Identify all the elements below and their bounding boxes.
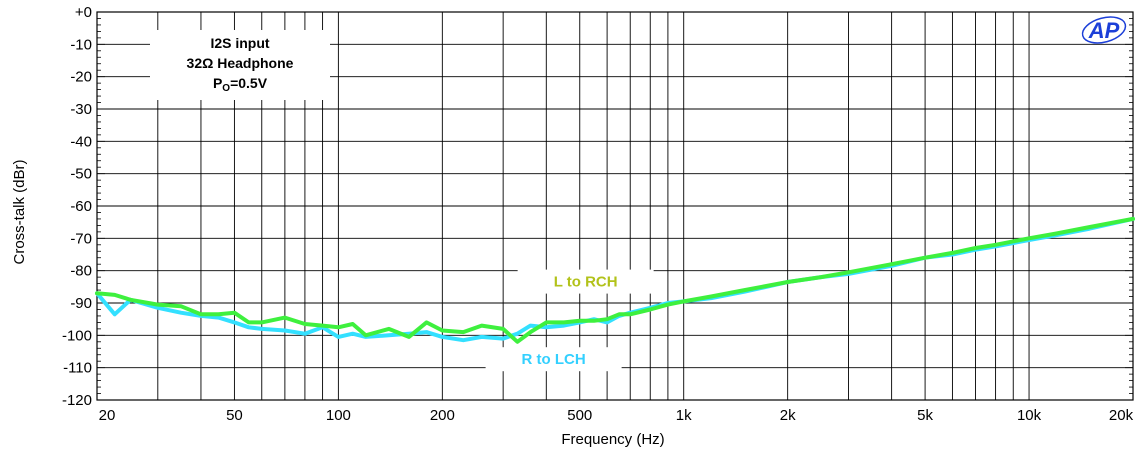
- series-label-layer: R to LCH L to RCH: [485, 269, 654, 372]
- y-tick-label: -30: [70, 101, 92, 118]
- y-tick-label: -100: [62, 327, 92, 344]
- annotation-subscript: O: [222, 83, 230, 94]
- series-label-bg: [485, 347, 622, 372]
- y-tick-labels: +0 -10 -20 -30 -40 -50 -60 -70 -80 -90 -100 -110 -12…: [62, 4, 92, 409]
- plot-frame: [96, 11, 1134, 401]
- y-tick-label: -110: [63, 360, 92, 377]
- annotation-line-1: I2S input: [210, 35, 269, 51]
- series-label: L to RCH: [554, 274, 618, 291]
- x-tick-label: 2k: [780, 407, 796, 424]
- annotation-p: P: [213, 75, 222, 91]
- x-tick-label: 50: [226, 407, 243, 424]
- x-tick-label: 20k: [1109, 407, 1134, 424]
- series-layer: [95, 216, 1135, 344]
- x-tick-label: 20: [99, 407, 116, 424]
- y-tick-label: -120: [62, 392, 92, 409]
- annotation-rest: =0.5V: [230, 75, 268, 91]
- y-tick-label: -60: [70, 198, 92, 215]
- y-tick-label: -40: [70, 133, 92, 150]
- x-tick-label: 10k: [1017, 407, 1042, 424]
- x-tick-label: 200: [430, 407, 455, 424]
- logo-text: AP: [1088, 18, 1120, 43]
- y-tick-label: -20: [70, 69, 92, 86]
- x-axis-title: Frequency (Hz): [561, 431, 664, 448]
- y-tick-label: -10: [70, 36, 92, 53]
- annotation-line-2: 32Ω Headphone: [187, 55, 294, 71]
- y-tick-label: -80: [70, 263, 92, 280]
- x-tick-label: 100: [326, 407, 351, 424]
- y-tick-label: -70: [70, 230, 92, 247]
- annotation-line-3: PO=0.5V: [213, 75, 268, 94]
- y-tick-label: +0: [75, 4, 92, 21]
- x-tick-label: 1k: [676, 407, 692, 424]
- y-axis-title: Cross-talk (dBr): [11, 159, 28, 264]
- condition-annotation: I2S input 32Ω Headphone PO=0.5V: [150, 30, 330, 100]
- ap-logo-icon: AP: [1081, 16, 1127, 44]
- y-tick-label: -90: [70, 295, 92, 312]
- x-tick-label: 500: [567, 407, 592, 424]
- y-tick-label: -50: [70, 166, 92, 183]
- x-tick-label: 5k: [917, 407, 933, 424]
- series-label: R to LCH: [522, 351, 586, 368]
- series-line-1: [95, 216, 1135, 344]
- series-label-bg: [517, 269, 654, 294]
- x-tick-labels: 20 50 100 200 500 1k 2k 5k 10k 20k: [99, 407, 1134, 424]
